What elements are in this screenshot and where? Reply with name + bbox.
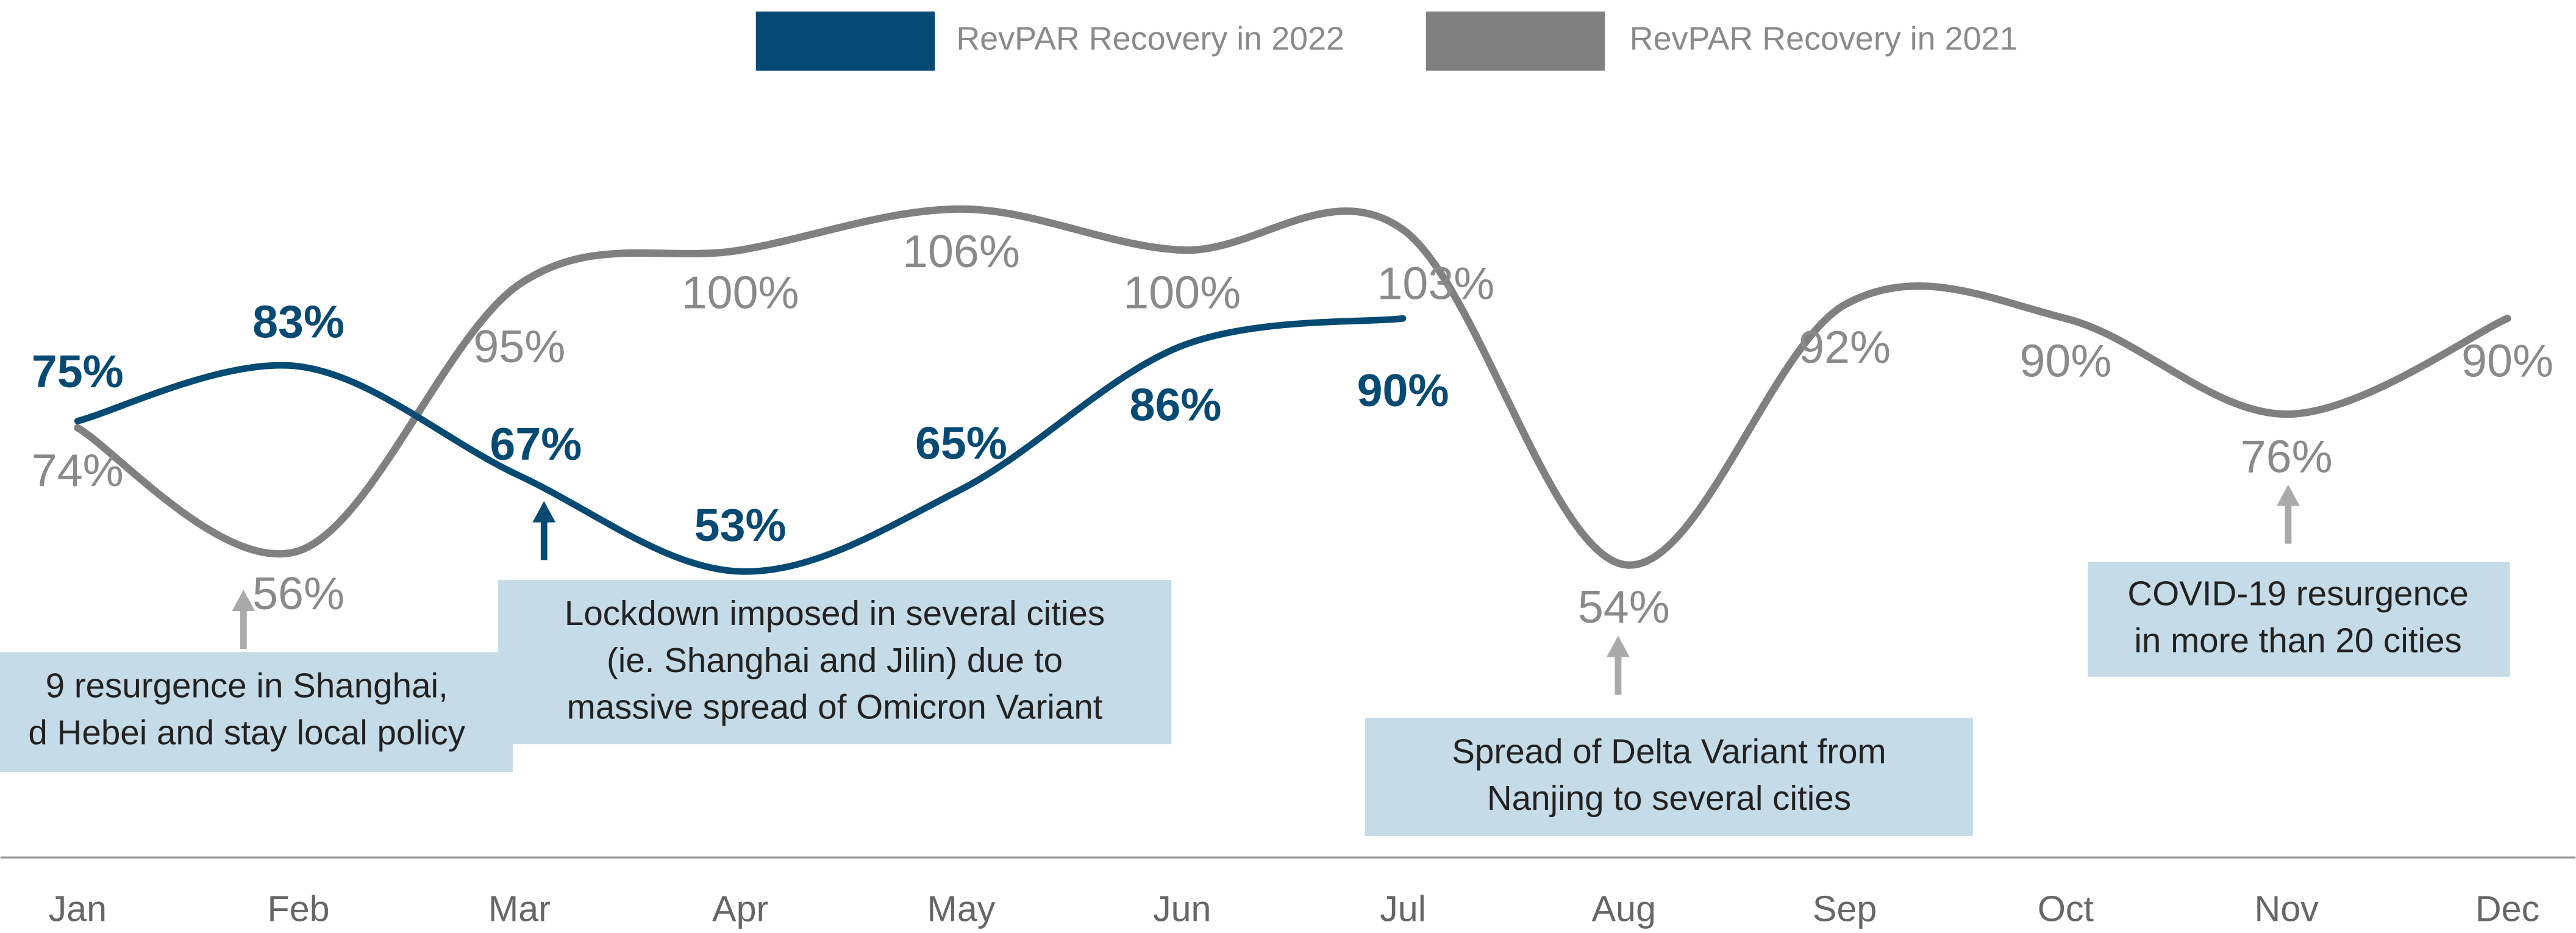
annotation-text: d Hebei and stay local policy	[28, 713, 465, 751]
legend-label: RevPAR Recovery in 2021	[1630, 21, 2018, 57]
annotation-text: COVID-19 resurgence	[2127, 574, 2468, 613]
value-label: 83%	[252, 296, 344, 347]
x-tick-label: May	[927, 888, 995, 929]
arrow-head	[2277, 484, 2300, 506]
value-label: 92%	[1799, 321, 1891, 373]
x-tick-label: Jan	[49, 888, 107, 929]
arrow-head	[532, 501, 556, 523]
value-label: 53%	[694, 499, 787, 551]
value-label: 67%	[490, 418, 582, 470]
annotation-text: Lockdown imposed in several cities	[565, 594, 1105, 632]
legend-swatch	[755, 11, 935, 71]
value-label: 90%	[1357, 365, 1449, 416]
arrow-head	[232, 590, 255, 612]
value-label: 75%	[32, 346, 124, 397]
value-label: 106%	[902, 226, 1020, 277]
x-tick-label: Feb	[268, 888, 330, 929]
value-label: 56%	[252, 568, 344, 619]
value-label: 65%	[915, 417, 1007, 468]
value-label: 90%	[2461, 335, 2553, 387]
annotation-text: Nanjing to several cities	[1487, 779, 1851, 817]
value-label: 86%	[1130, 379, 1222, 430]
arrow-head	[1607, 635, 1630, 657]
legend-swatch	[1425, 11, 1605, 71]
arrows	[232, 484, 2300, 695]
annotation-boxes	[0, 562, 2510, 837]
x-tick-label: Dec	[2475, 888, 2539, 929]
legend-label: RevPAR Recovery in 2022	[956, 21, 1344, 57]
annotation-text: 9 resurgence in Shanghai,	[46, 667, 448, 705]
annotation-text: (ie. Shanghai and Jilin) due to	[607, 641, 1063, 679]
annotation-text: Spread of Delta Variant from	[1452, 732, 1886, 770]
x-tick-label: Sep	[1813, 888, 1877, 929]
x-tick-label: Oct	[2038, 888, 2094, 929]
annotation-box	[0, 652, 513, 773]
annotation-text: in more than 20 cities	[2134, 621, 2461, 660]
value-label: 74%	[32, 445, 124, 496]
x-tick-label: Jun	[1153, 888, 1211, 929]
x-tick-label: Nov	[2255, 888, 2319, 929]
value-label: 103%	[1377, 258, 1494, 309]
annotation-box	[2088, 562, 2510, 677]
annotation-text: massive spread of Omicron Variant	[567, 688, 1103, 726]
series-line	[74, 315, 1407, 575]
value-label: 95%	[473, 321, 565, 372]
x-tick-label: Jul	[1380, 888, 1426, 929]
value-label: 90%	[2019, 335, 2111, 387]
x-tick-label: Apr	[712, 888, 768, 929]
value-label: 100%	[1123, 266, 1241, 318]
series-line	[74, 205, 2511, 569]
value-label: 54%	[1578, 581, 1670, 632]
x-tick-label: Mar	[488, 888, 551, 929]
annotation-box	[1365, 718, 1973, 837]
value-label: 100%	[682, 266, 799, 318]
annotation-box	[498, 579, 1172, 745]
value-label: 76%	[2241, 431, 2333, 482]
x-tick-label: Aug	[1592, 888, 1656, 929]
